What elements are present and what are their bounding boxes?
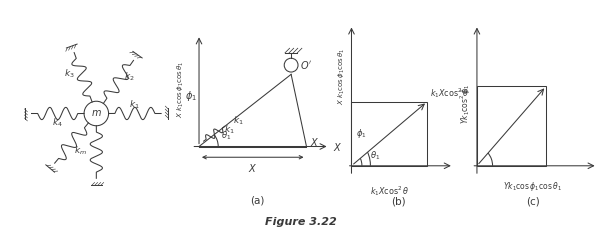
Text: Figure 3.22: Figure 3.22 bbox=[265, 217, 337, 227]
Text: $k_2$: $k_2$ bbox=[125, 70, 135, 83]
Text: (c): (c) bbox=[526, 197, 539, 207]
Text: $\phi_1$: $\phi_1$ bbox=[185, 89, 197, 103]
Text: $k_3$: $k_3$ bbox=[64, 68, 75, 80]
Circle shape bbox=[284, 58, 298, 72]
Text: $X$: $X$ bbox=[248, 162, 258, 174]
Text: $X\ k_1\cos\phi_1\cos\theta_1$: $X\ k_1\cos\phi_1\cos\theta_1$ bbox=[176, 61, 187, 118]
Text: $k_4$: $k_4$ bbox=[52, 116, 63, 128]
Bar bbox=[477, 86, 546, 166]
Text: $k_1$: $k_1$ bbox=[129, 99, 140, 111]
Text: (a): (a) bbox=[250, 195, 264, 205]
Text: $\theta_1$: $\theta_1$ bbox=[370, 149, 380, 162]
Text: $\theta_1$: $\theta_1$ bbox=[220, 130, 231, 142]
Text: $X$: $X$ bbox=[332, 141, 342, 153]
Text: $k_1X\cos^2\theta$: $k_1X\cos^2\theta$ bbox=[430, 86, 470, 100]
Text: $X\ k_1\cos\phi_1\cos\theta_1$: $X\ k_1\cos\phi_1\cos\theta_1$ bbox=[337, 47, 347, 105]
Text: $O'$: $O'$ bbox=[300, 59, 312, 71]
Text: $k_1$: $k_1$ bbox=[224, 123, 235, 136]
Text: $X$: $X$ bbox=[309, 136, 319, 148]
Text: $\phi_1$: $\phi_1$ bbox=[356, 127, 367, 140]
Text: $k_1X\cos^2\theta$: $k_1X\cos^2\theta$ bbox=[370, 184, 409, 197]
Circle shape bbox=[84, 101, 108, 126]
Text: $Yk_1\cos\phi_1\cos\theta_1$: $Yk_1\cos\phi_1\cos\theta_1$ bbox=[503, 180, 562, 193]
Text: $m$: $m$ bbox=[91, 109, 102, 118]
Text: $Yk_1\cos^2\phi_1$: $Yk_1\cos^2\phi_1$ bbox=[459, 84, 473, 124]
Bar bbox=[352, 102, 427, 166]
Text: (b): (b) bbox=[391, 197, 406, 207]
Text: $k_m$: $k_m$ bbox=[74, 145, 87, 157]
Text: $k_1$: $k_1$ bbox=[233, 114, 244, 127]
